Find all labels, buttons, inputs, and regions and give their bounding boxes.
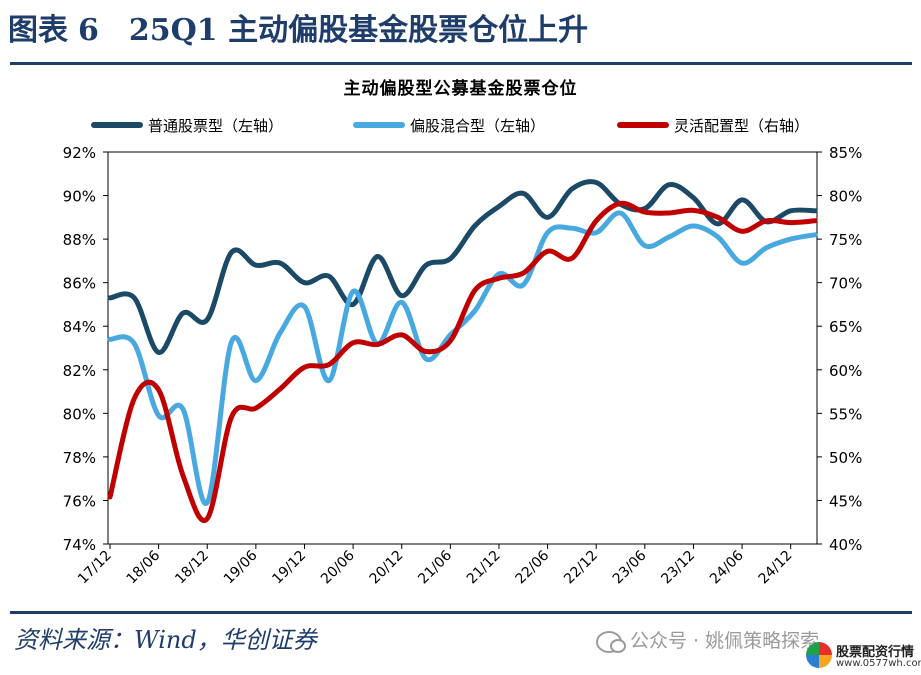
left-axis-tick-label: 74% xyxy=(63,536,96,554)
x-axis-tick-label: 21/12 xyxy=(464,548,504,588)
right-axis-tick-label: 80% xyxy=(829,188,862,206)
figure-label: 图表 xyxy=(8,13,68,48)
left-axis-tick-label: 86% xyxy=(63,275,96,293)
brand-url: www.0577wh.com xyxy=(836,658,921,669)
right-axis-tick-label: 45% xyxy=(829,492,862,510)
series-line-2 xyxy=(107,210,818,506)
left-axis-tick-label: 78% xyxy=(63,449,96,467)
chart-title: 主动偏股型公募基金股票仓位 xyxy=(343,79,578,99)
right-axis-tick-label: 75% xyxy=(829,231,862,249)
x-axis-tick-label: 18/06 xyxy=(124,547,164,587)
series-line-3 xyxy=(107,200,818,523)
right-axis-tick-label: 60% xyxy=(829,362,862,380)
right-axis-tick-label: 65% xyxy=(829,318,862,336)
left-axis-tick-label: 84% xyxy=(63,318,96,336)
x-axis-tick-label: 22/12 xyxy=(561,548,601,588)
source-note: 资料来源：Wind，华创证券 xyxy=(14,626,317,654)
brand-name: 股票配资行情 xyxy=(836,645,915,660)
watermark: 公众号 · 姚佩策略探索 xyxy=(596,626,819,653)
watermark-text: 公众号 · 姚佩策略探索 xyxy=(630,630,820,652)
left-axis-tick-label: 92% xyxy=(63,144,96,162)
x-axis-tick-label: 23/12 xyxy=(658,548,698,588)
line-chart: 74% 76% 78% 80% 82% 84% 86% 88% 90% 92% 40% 45% 50% 5… xyxy=(63,117,863,588)
right-axis-tick-label: 85% xyxy=(829,144,862,162)
x-axis-tick-label: 19/12 xyxy=(269,548,309,588)
x-axis-tick-label: 23/06 xyxy=(610,547,650,587)
plot-frame xyxy=(107,151,818,545)
brand-logo-icon xyxy=(806,642,832,668)
right-axis-tick-label: 55% xyxy=(829,405,862,423)
x-axis-tick-label: 22/06 xyxy=(513,547,553,587)
legend-label-3: 灵活配置型（右轴） xyxy=(674,117,809,135)
x-axis-tick-label: 24/12 xyxy=(756,548,796,588)
figure-title-text: 25Q1 主动偏股基金股票仓位上升 xyxy=(128,13,589,48)
left-axis-tick-label: 90% xyxy=(63,188,96,206)
series-line-1 xyxy=(107,179,818,355)
right-axis-tick-label: 40% xyxy=(829,536,862,554)
right-axis-tick-label: 50% xyxy=(829,449,862,467)
x-axis-tick-label: 19/06 xyxy=(221,547,261,587)
legend-label-2: 偏股混合型（左轴） xyxy=(410,117,545,135)
x-axis-tick-label: 18/12 xyxy=(172,548,212,588)
x-axis-tick-label: 21/06 xyxy=(415,547,455,587)
bottom-divider xyxy=(10,611,912,614)
left-axis-tick-label: 80% xyxy=(63,405,96,423)
left-axis-tick-label: 88% xyxy=(63,231,96,249)
right-axis-tick-label: 70% xyxy=(829,275,862,293)
x-axis-tick-label: 20/06 xyxy=(318,547,358,587)
left-axis-tick-label: 76% xyxy=(63,492,96,510)
wechat-icon xyxy=(596,630,626,653)
brand-badge: 股票配资行情 www.0577wh.com xyxy=(806,640,921,672)
figure-title: 图表 6 25Q1 主动偏股基金股票仓位上升 xyxy=(8,6,588,56)
x-axis-tick-label: 20/12 xyxy=(367,548,407,588)
legend-label-1: 普通股票型（左轴） xyxy=(148,117,283,135)
figure-number: 6 xyxy=(78,13,99,48)
left-axis-tick-label: 82% xyxy=(63,362,96,380)
x-axis-tick-label: 24/06 xyxy=(707,547,747,587)
top-divider xyxy=(10,62,912,65)
